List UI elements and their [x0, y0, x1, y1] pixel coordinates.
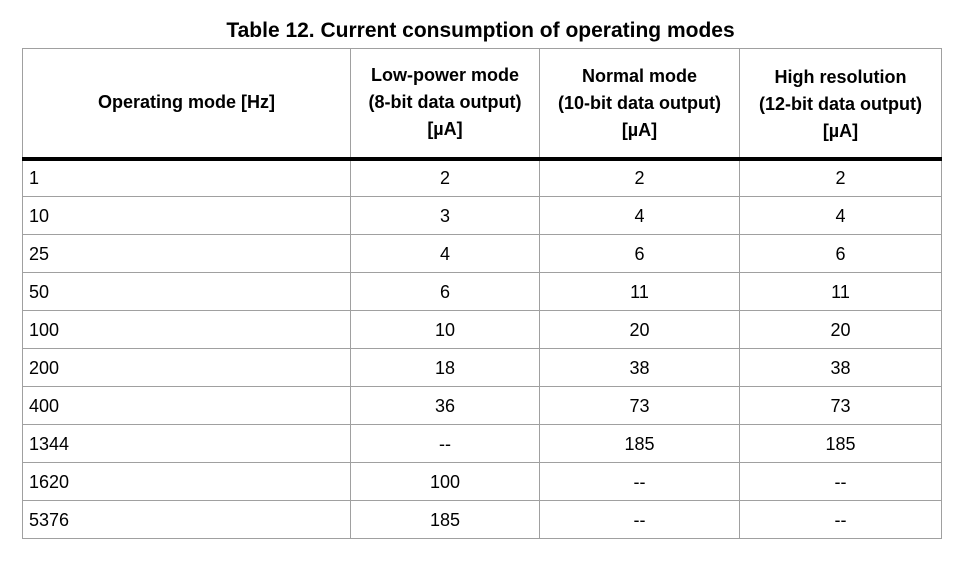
- cell-normal: 11: [539, 272, 740, 311]
- cell-operating-mode: 50: [22, 272, 351, 311]
- header-high-resolution: High resolution (12-bit data output) [µA…: [739, 48, 942, 161]
- cell-low-power: 36: [350, 386, 540, 425]
- cell-low-power: 4: [350, 234, 540, 273]
- cell-high-resolution: 11: [739, 272, 942, 311]
- table-row: 1620 100 -- --: [22, 462, 942, 501]
- cell-operating-mode: 1344: [22, 424, 351, 463]
- cell-high-resolution: 38: [739, 348, 942, 387]
- header-line: Normal mode: [581, 66, 698, 87]
- table-row: 400 36 73 73: [22, 386, 942, 425]
- table-row: 10 3 4 4: [22, 196, 942, 235]
- cell-operating-mode: 400: [22, 386, 351, 425]
- header-low-power-mode: Low-power mode (8-bit data output) [µA]: [350, 48, 540, 161]
- cell-normal: --: [539, 462, 740, 501]
- table-title: Table 12. Current consumption of operati…: [226, 19, 735, 42]
- cell-high-resolution: 185: [739, 424, 942, 463]
- cell-low-power: 6: [350, 272, 540, 311]
- cell-normal: 4: [539, 196, 740, 235]
- cell-operating-mode: 10: [22, 196, 351, 235]
- cell-high-resolution: 20: [739, 310, 942, 349]
- cell-high-resolution: --: [739, 500, 942, 539]
- cell-low-power: 10: [350, 310, 540, 349]
- cell-normal: 185: [539, 424, 740, 463]
- cell-normal: --: [539, 500, 740, 539]
- cell-high-resolution: --: [739, 462, 942, 501]
- header-line: [µA]: [822, 121, 859, 142]
- cell-high-resolution: 4: [739, 196, 942, 235]
- header-operating-mode: Operating mode [Hz]: [22, 48, 351, 161]
- table-row: 50 6 11 11: [22, 272, 942, 311]
- cell-high-resolution: 73: [739, 386, 942, 425]
- table-row: 200 18 38 38: [22, 348, 942, 387]
- cell-low-power: 18: [350, 348, 540, 387]
- current-consumption-table: Operating mode [Hz] Low-power mode (8-bi…: [22, 48, 942, 539]
- header-line: Operating mode [Hz]: [97, 92, 275, 113]
- cell-normal: 73: [539, 386, 740, 425]
- cell-operating-mode: 5376: [22, 500, 351, 539]
- cell-operating-mode: 25: [22, 234, 351, 273]
- cell-high-resolution: 2: [739, 158, 942, 197]
- header-normal-mode: Normal mode (10-bit data output) [µA]: [539, 48, 740, 161]
- header-line: Low-power mode: [371, 65, 519, 86]
- table-row: 100 10 20 20: [22, 310, 942, 349]
- table-row: 1344 -- 185 185: [22, 424, 942, 463]
- table-body: 1 2 2 2 10 3 4 4 25 4 6 6 50 6 11 11 100 10 20 20 200 18 38 38 4…: [22, 158, 942, 539]
- cell-normal: 38: [539, 348, 740, 387]
- cell-low-power: 2: [350, 158, 540, 197]
- header-line: [µA]: [621, 120, 658, 141]
- header-line: High resolution: [774, 67, 907, 88]
- cell-operating-mode: 1: [22, 158, 351, 197]
- cell-low-power: 3: [350, 196, 540, 235]
- cell-normal: 6: [539, 234, 740, 273]
- cell-low-power: 100: [350, 462, 540, 501]
- cell-high-resolution: 6: [739, 234, 942, 273]
- cell-low-power: --: [350, 424, 540, 463]
- header-row: Operating mode [Hz] Low-power mode (8-bi…: [22, 48, 942, 161]
- table-row: 25 4 6 6: [22, 234, 942, 273]
- cell-normal: 2: [539, 158, 740, 197]
- header-line: (10-bit data output): [558, 93, 721, 114]
- cell-normal: 20: [539, 310, 740, 349]
- cell-operating-mode: 1620: [22, 462, 351, 501]
- cell-operating-mode: 200: [22, 348, 351, 387]
- header-line: [µA]: [427, 119, 463, 140]
- cell-low-power: 185: [350, 500, 540, 539]
- table-row: 5376 185 -- --: [22, 500, 942, 539]
- cell-operating-mode: 100: [22, 310, 351, 349]
- header-line: (8-bit data output): [368, 92, 522, 113]
- header-line: (12-bit data output): [759, 94, 922, 115]
